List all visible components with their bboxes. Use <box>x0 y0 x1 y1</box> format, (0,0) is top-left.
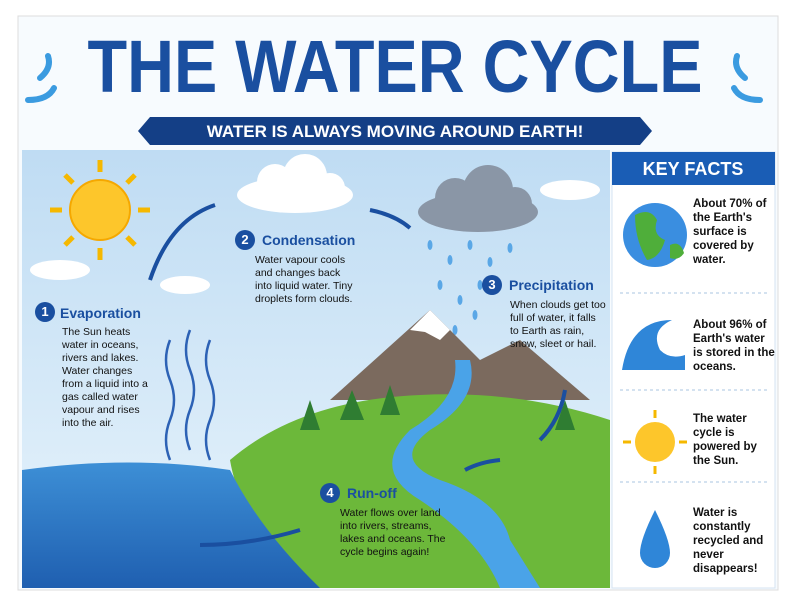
globe-icon <box>623 203 687 267</box>
step-number: 3 <box>482 275 502 295</box>
fact: Water is constantly recycled and never d… <box>693 506 775 576</box>
step-text: Water vapour cools and changes back into… <box>255 254 357 306</box>
step-title: Condensation <box>262 232 355 248</box>
page: THE WATER CYCLE WATER IS ALWAYS MOVING A… <box>0 0 790 603</box>
step-title: Precipitation <box>509 277 594 293</box>
title: THE WATER CYCLE <box>88 25 703 108</box>
facts-title: KEY FACTS <box>643 159 744 179</box>
step-number: 1 <box>35 302 55 322</box>
step-title: Run-off <box>347 485 397 501</box>
step-text: When clouds get too full of water, it fa… <box>510 299 606 351</box>
step-number: 4 <box>320 483 340 503</box>
fact: The water cycle is powered by the Sun. <box>693 412 775 468</box>
step-text: The Sun heats water in oceans, rivers an… <box>62 326 154 430</box>
subtitle: WATER IS ALWAYS MOVING AROUND EARTH! <box>207 122 584 141</box>
step-text: Water flows over land into rivers, strea… <box>340 507 450 559</box>
step-title: Evaporation <box>60 305 141 321</box>
step-number: 2 <box>235 230 255 250</box>
fact: About 96% of Earth's water is stored in … <box>693 318 775 374</box>
fact: About 70% of the Earth's surface is cove… <box>693 197 775 267</box>
